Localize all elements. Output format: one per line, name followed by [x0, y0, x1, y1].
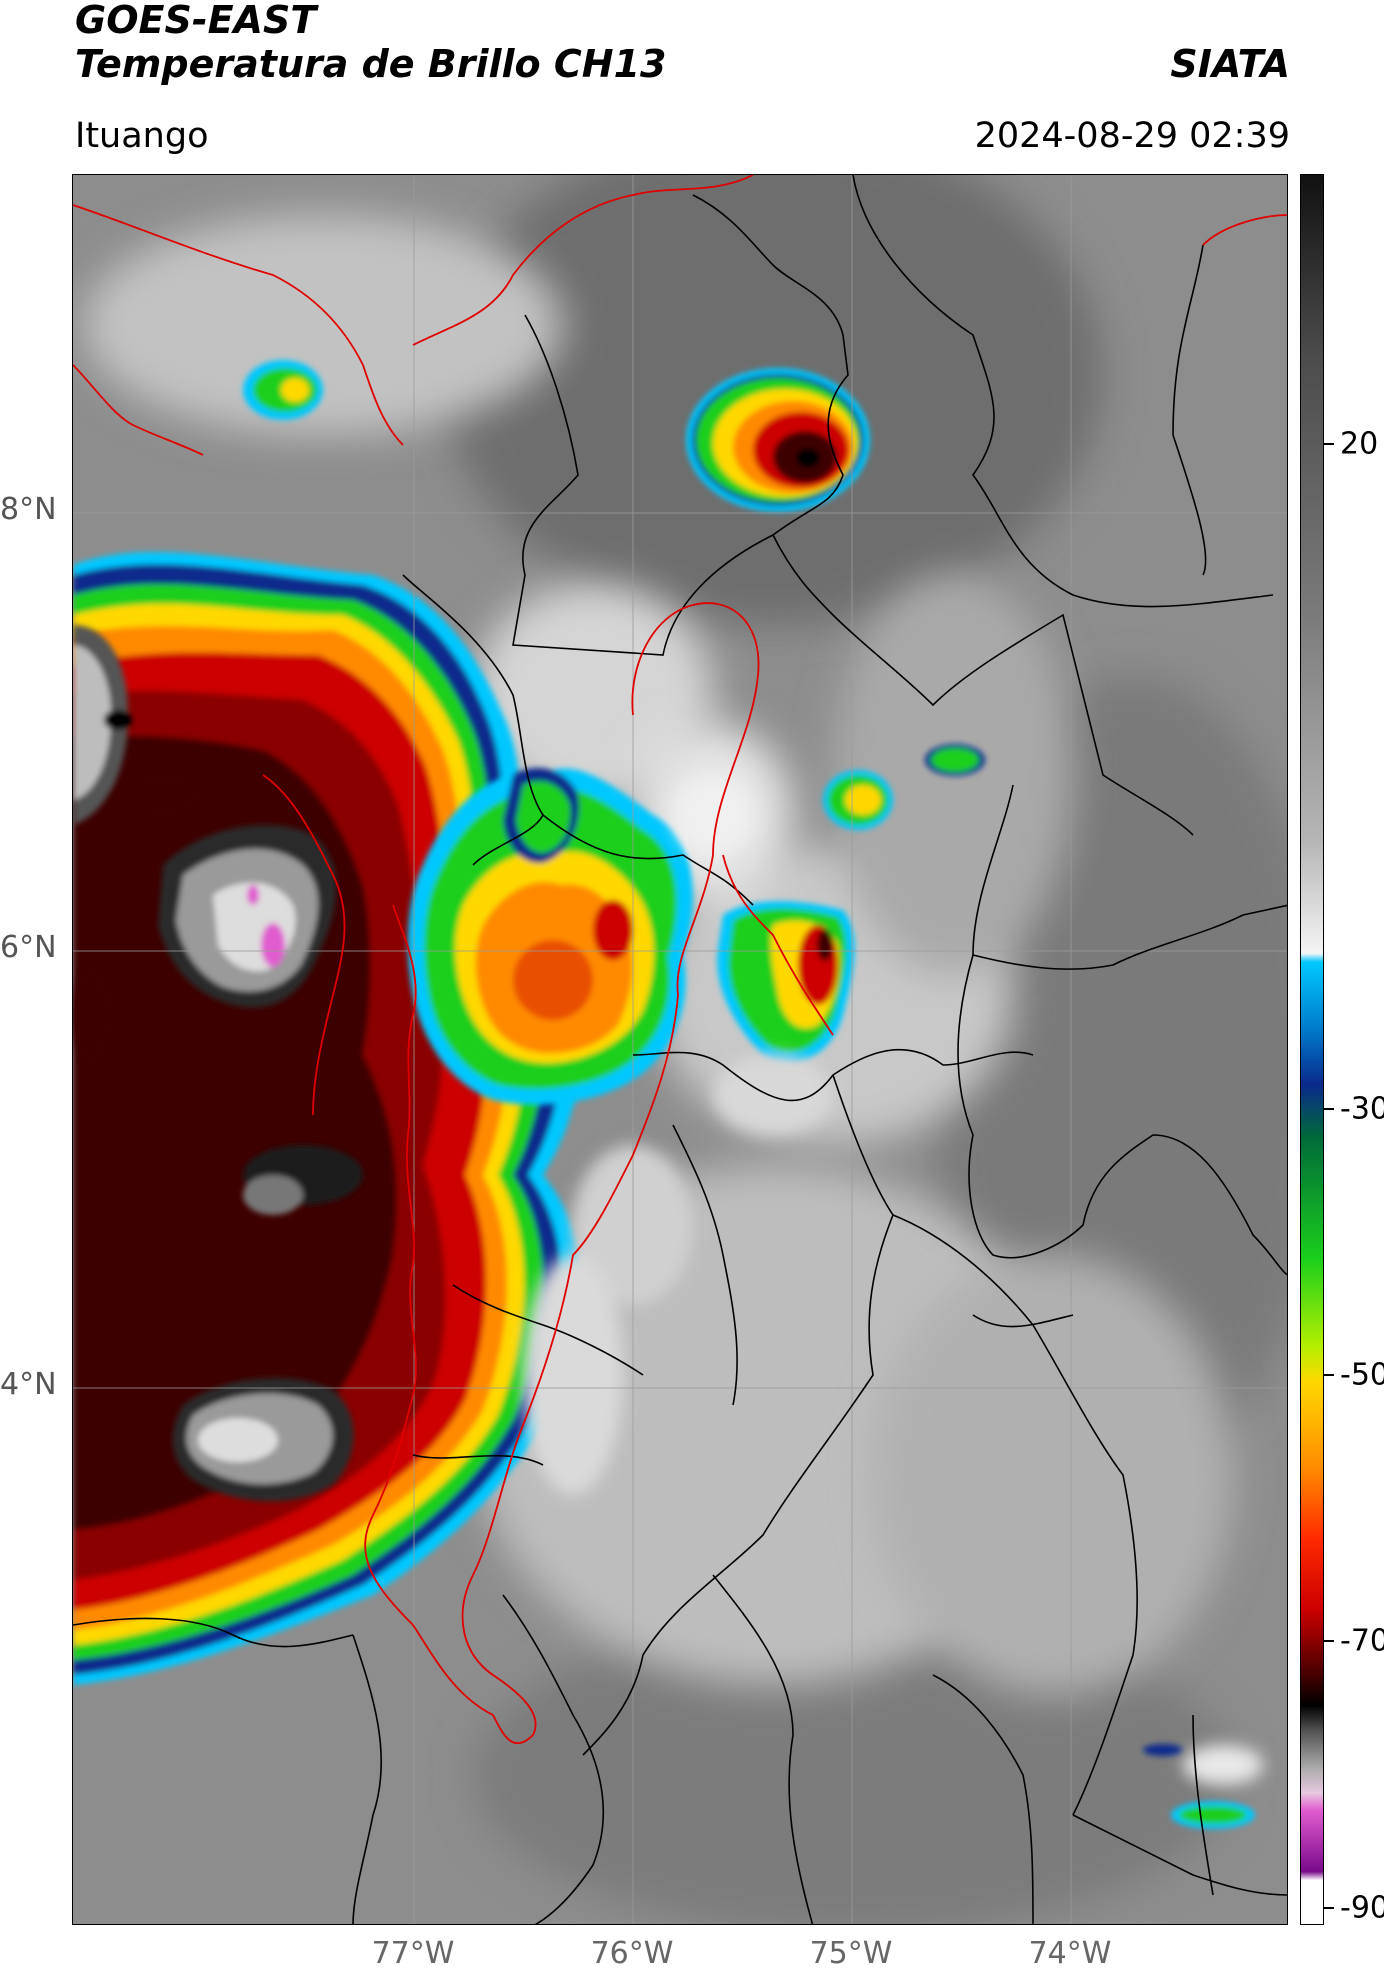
colorbar-label: -50: [1340, 1357, 1384, 1393]
x-tick-label: 74°W: [1028, 1936, 1112, 1971]
x-tick-label: 77°W: [371, 1936, 455, 1971]
y-tick-label: 6°N: [0, 930, 57, 965]
cirrus-bright: [523, 775, 1263, 1785]
colorbar-tick: [1324, 1108, 1334, 1110]
colorbar-label: -90: [1340, 1890, 1384, 1926]
convective-system-central: [407, 767, 693, 1105]
colorbar-tick: [1324, 1640, 1334, 1642]
datetime-label: 2024-08-29 02:39: [974, 116, 1290, 156]
title-line-2: Temperatura de Brillo CH13: [75, 42, 667, 86]
colorbar: [1300, 174, 1324, 1925]
x-tick-label: 76°W: [590, 1936, 674, 1971]
x-tick-label: 75°W: [809, 1936, 893, 1971]
cold-tops-west: [73, 625, 363, 1502]
y-tick-label: 8°N: [0, 492, 57, 527]
convective-cells-small: [243, 360, 1255, 1829]
cool-zone: [473, 585, 713, 805]
brand-label: SIATA: [1170, 42, 1290, 86]
colorbar-label: 20: [1340, 426, 1379, 462]
cool-zone: [873, 1255, 1233, 1695]
colorbar-tick: [1324, 1907, 1334, 1909]
graticule: [73, 175, 1287, 1924]
location-label: Ituango: [75, 116, 209, 156]
colorbar-label: -30: [1340, 1091, 1384, 1127]
cool-zone: [83, 215, 563, 435]
colorbar-label: -70: [1340, 1623, 1384, 1659]
y-tick-label: 4°N: [0, 1367, 57, 1402]
convective-cell-northeast: [686, 368, 870, 512]
highlight-borders: [73, 175, 1287, 1745]
colorbar-tick: [1324, 443, 1334, 445]
colorbar-tick: [1324, 1374, 1334, 1376]
satellite-map: [72, 174, 1288, 1925]
title-line-1: GOES-EAST: [75, 0, 317, 42]
map-canvas: [73, 175, 1287, 1924]
admin-borders: [73, 175, 1287, 1924]
